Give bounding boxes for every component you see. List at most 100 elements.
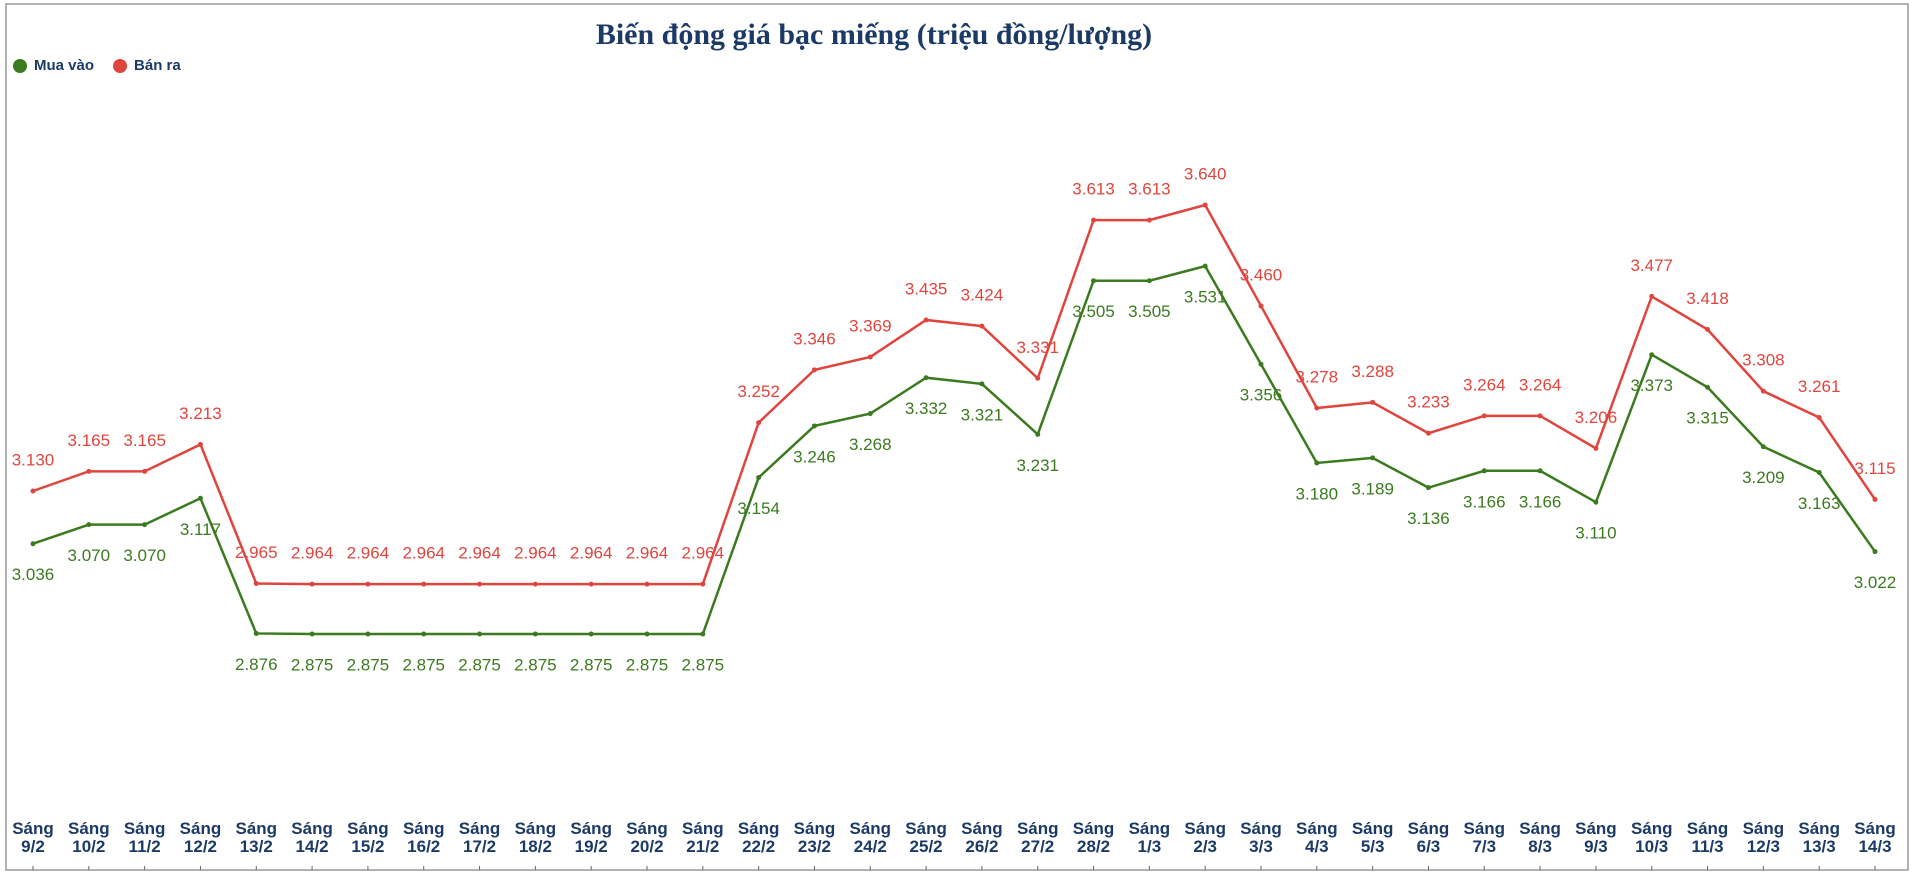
point xyxy=(1760,444,1766,450)
x-tick-label: Sáng 10/2 xyxy=(68,819,110,856)
x-tick-label: Sáng 1/3 xyxy=(1129,819,1171,856)
value-label: 3.110 xyxy=(1575,524,1616,543)
value-label: 3.261 xyxy=(1798,377,1841,396)
x-tick-label: Sáng 16/2 xyxy=(403,819,445,856)
value-label: 3.233 xyxy=(1407,393,1450,412)
point xyxy=(30,488,36,494)
value-label: 3.278 xyxy=(1296,367,1339,386)
value-label: 3.036 xyxy=(12,565,55,584)
point xyxy=(1425,485,1431,491)
x-tick-label: Sáng 24/2 xyxy=(849,819,891,856)
x-tick-label: Sáng 9/2 xyxy=(12,819,54,856)
x-tick-label: Sáng 14/2 xyxy=(291,819,333,856)
point xyxy=(253,581,259,587)
point xyxy=(365,581,371,587)
point xyxy=(756,420,762,426)
value-label: 3.070 xyxy=(123,546,166,565)
legend-marker xyxy=(13,59,27,73)
value-label: 3.346 xyxy=(793,329,836,348)
value-label: 3.613 xyxy=(1072,180,1115,199)
point xyxy=(532,631,538,637)
point xyxy=(421,581,427,587)
value-label: 3.373 xyxy=(1630,376,1673,395)
value-label: 3.331 xyxy=(1016,338,1059,357)
point xyxy=(86,522,92,528)
value-label: 3.206 xyxy=(1575,408,1618,427)
point xyxy=(1649,352,1655,358)
chart-title: Biến động giá bạc miếng (triệu đồng/lượn… xyxy=(596,18,1152,51)
value-label: 2.875 xyxy=(458,655,501,674)
value-label: 2.964 xyxy=(682,544,725,563)
value-label: 2.875 xyxy=(402,655,445,674)
value-label: 3.321 xyxy=(961,405,1004,424)
value-label: 2.964 xyxy=(514,544,557,563)
x-tick-label: Sáng 6/3 xyxy=(1408,819,1450,856)
point xyxy=(700,631,706,637)
value-label: 2.875 xyxy=(514,655,557,674)
value-label: 3.460 xyxy=(1240,265,1283,284)
point xyxy=(1425,430,1431,436)
value-label: 3.308 xyxy=(1742,351,1785,370)
value-label: 3.418 xyxy=(1686,289,1729,308)
point xyxy=(1091,278,1097,284)
value-label: 3.505 xyxy=(1128,302,1171,321)
value-label: 3.180 xyxy=(1296,484,1339,503)
x-tick-label: Sáng 7/3 xyxy=(1463,819,1505,856)
point xyxy=(421,631,427,637)
value-label: 2.964 xyxy=(291,544,334,563)
point xyxy=(365,631,371,637)
value-label: 2.876 xyxy=(235,655,278,674)
point xyxy=(1314,460,1320,466)
x-tick-label: Sáng 18/2 xyxy=(515,819,557,856)
x-tick-label: Sáng 11/3 xyxy=(1687,819,1729,856)
series-line xyxy=(32,264,1877,636)
point xyxy=(1760,388,1766,394)
value-label: 3.332 xyxy=(905,399,948,418)
value-label: 3.130 xyxy=(12,450,55,469)
point xyxy=(1593,445,1599,451)
point xyxy=(644,581,650,587)
point xyxy=(142,468,148,474)
point xyxy=(588,631,594,637)
x-tick-label: Sáng 23/2 xyxy=(794,819,836,856)
value-label: 3.288 xyxy=(1351,362,1394,381)
value-label: 3.435 xyxy=(905,279,948,298)
point xyxy=(1370,399,1376,405)
point xyxy=(1146,217,1152,223)
value-label: 3.268 xyxy=(849,435,892,454)
value-label: 3.356 xyxy=(1240,386,1283,405)
point xyxy=(1649,293,1655,299)
value-label: 3.163 xyxy=(1798,494,1841,513)
x-tick-label: Sáng 12/3 xyxy=(1743,819,1785,856)
point xyxy=(532,581,538,587)
value-label: 3.231 xyxy=(1016,456,1059,475)
point xyxy=(1370,455,1376,461)
value-label: 3.264 xyxy=(1463,375,1506,394)
value-label: 3.166 xyxy=(1463,492,1506,511)
x-tick-label: Sáng 8/3 xyxy=(1519,819,1561,856)
point xyxy=(979,381,985,387)
point xyxy=(309,631,315,637)
value-label: 2.964 xyxy=(347,544,390,563)
x-tick-label: Sáng 4/3 xyxy=(1296,819,1338,856)
point xyxy=(1202,263,1208,269)
value-label: 2.965 xyxy=(235,543,278,562)
point xyxy=(1537,413,1543,419)
point xyxy=(1314,405,1320,411)
value-label: 3.070 xyxy=(68,546,111,565)
point xyxy=(477,631,483,637)
point xyxy=(1146,278,1152,284)
x-tick-label: Sáng 17/2 xyxy=(459,819,501,856)
value-label: 2.875 xyxy=(570,655,613,674)
x-tick-label: Sáng 19/2 xyxy=(570,819,612,856)
point xyxy=(142,522,148,528)
value-label: 3.136 xyxy=(1407,509,1450,528)
point xyxy=(1816,415,1822,421)
value-label: 2.964 xyxy=(570,544,613,563)
point xyxy=(1872,496,1878,502)
value-label: 3.209 xyxy=(1742,468,1785,487)
point xyxy=(1816,469,1822,475)
x-tick-label: Sáng 25/2 xyxy=(905,819,947,856)
x-tick-label: Sáng 15/2 xyxy=(347,819,389,856)
